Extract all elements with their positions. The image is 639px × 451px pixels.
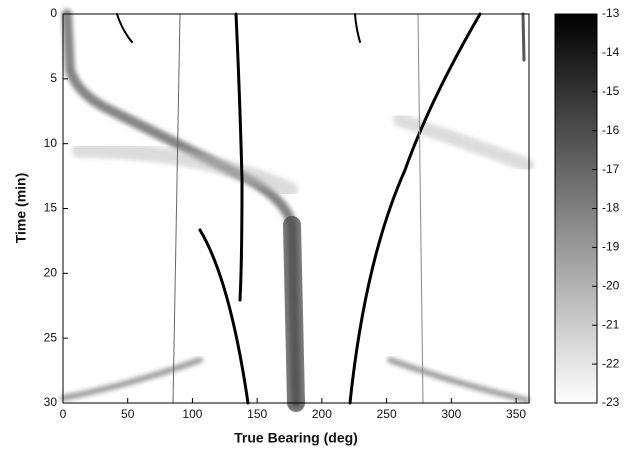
y-tick-label: 5 xyxy=(50,71,57,85)
colorbar-tick-label: -13 xyxy=(602,6,620,20)
colorbar-tick-label: -22 xyxy=(602,356,620,370)
heatmap-image xyxy=(60,9,534,412)
colorbar-tick-label: -23 xyxy=(602,395,620,409)
colorbar-tick-label: -20 xyxy=(602,278,620,292)
x-tick-label: 100 xyxy=(182,407,202,421)
colorbar-tick-label: -14 xyxy=(602,45,620,59)
colorbar-tick-label: -18 xyxy=(602,201,620,215)
y-tick-label: 20 xyxy=(44,266,58,280)
x-tick-label: 150 xyxy=(247,407,267,421)
x-tick-label: 300 xyxy=(441,407,461,421)
y-tick-label: 25 xyxy=(44,330,58,344)
y-tick-label: 0 xyxy=(50,6,57,20)
x-tick-label: 350 xyxy=(506,407,526,421)
colorbar-tick-label: -15 xyxy=(602,84,620,98)
y-axis-label: Time (min) xyxy=(13,173,29,244)
colorbar-tick-label: -21 xyxy=(602,317,620,331)
y-tick-label: 10 xyxy=(44,136,58,150)
colorbar-tick-label: -16 xyxy=(602,123,620,137)
y-tick-label: 30 xyxy=(44,395,58,409)
colorbar-tick-label: -17 xyxy=(602,162,620,176)
x-tick-label: 200 xyxy=(312,407,332,421)
colorbar-tick-label: -19 xyxy=(602,240,620,254)
x-tick-label: 0 xyxy=(60,407,67,421)
colorbar xyxy=(554,13,598,404)
y-tick-label: 15 xyxy=(44,201,58,215)
x-axis-label: True Bearing (deg) xyxy=(234,430,358,446)
x-tick-label: 50 xyxy=(121,407,135,421)
x-tick-label: 250 xyxy=(377,407,397,421)
